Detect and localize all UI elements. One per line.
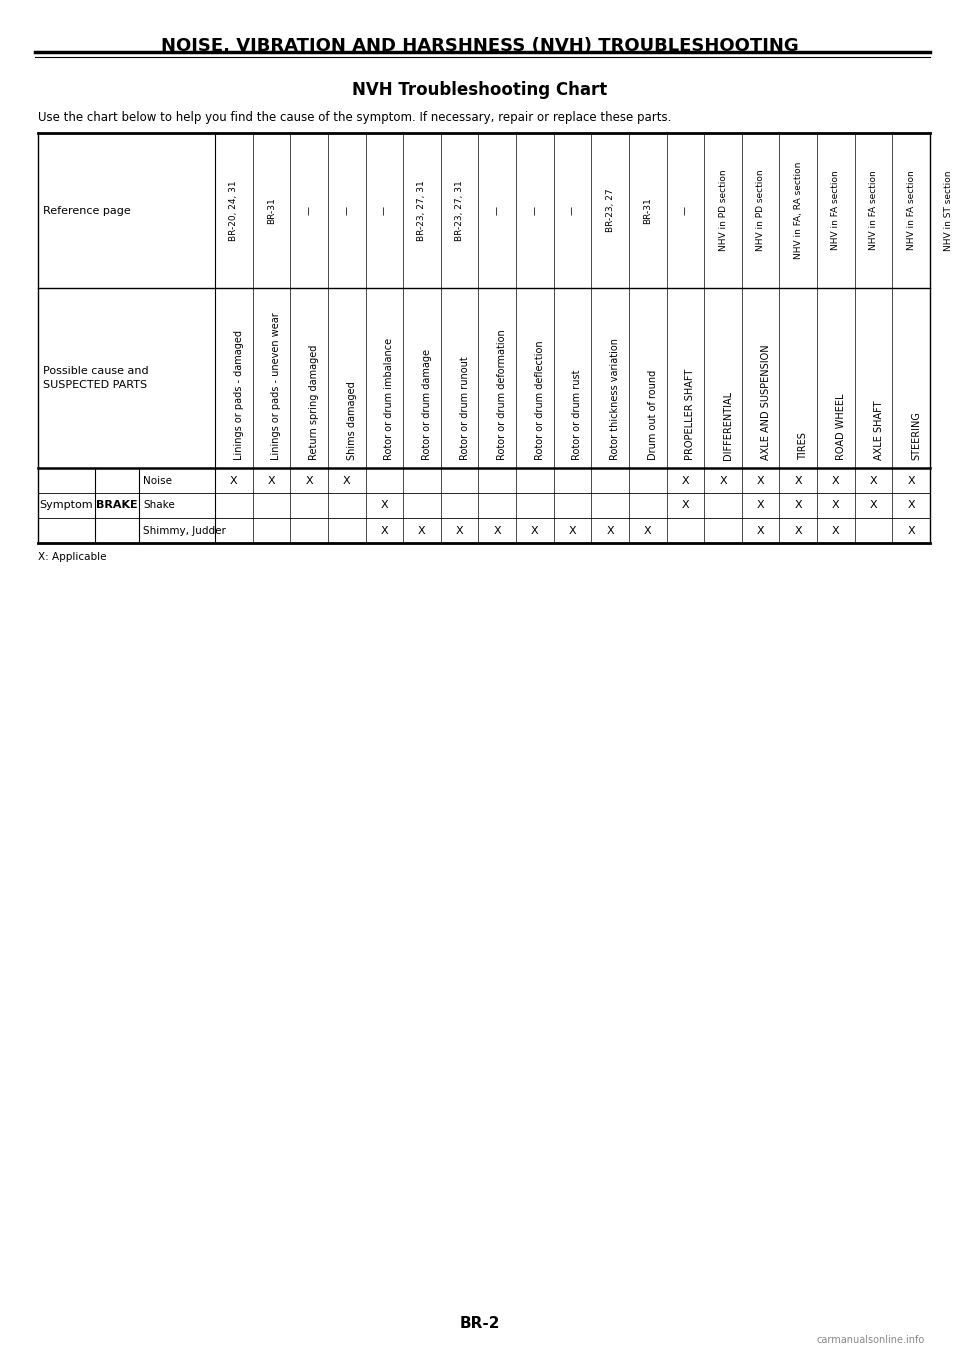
Text: —: —	[380, 206, 389, 215]
Text: NHV in PD section: NHV in PD section	[718, 170, 728, 251]
Text: Rotor or drum deformation: Rotor or drum deformation	[497, 329, 507, 460]
Text: X: X	[795, 475, 803, 486]
Text: Linings or pads - damaged: Linings or pads - damaged	[234, 330, 244, 460]
Text: NHV in ST section: NHV in ST section	[945, 170, 953, 251]
Text: Rotor or drum rust: Rotor or drum rust	[572, 369, 583, 460]
Text: STEERING: STEERING	[911, 411, 922, 460]
Text: Shimmy, Judder: Shimmy, Judder	[143, 526, 226, 535]
Text: NHV in FA section: NHV in FA section	[869, 171, 878, 250]
Text: X: X	[644, 526, 652, 535]
Text: NHV in PD section: NHV in PD section	[756, 170, 765, 251]
Text: X: X	[493, 526, 501, 535]
Text: Rotor or drum imbalance: Rotor or drum imbalance	[384, 338, 395, 460]
Text: ROAD WHEEL: ROAD WHEEL	[836, 394, 846, 460]
Text: DIFFERENTIAL: DIFFERENTIAL	[723, 391, 733, 460]
Text: —: —	[568, 206, 577, 215]
Text: X: X	[832, 501, 840, 511]
Text: NHV in FA, RA section: NHV in FA, RA section	[794, 162, 803, 259]
Text: X: X	[268, 475, 276, 486]
Text: X: X	[719, 475, 727, 486]
Text: —: —	[492, 206, 502, 215]
Text: —: —	[342, 206, 351, 215]
Text: carmanualsonline.info: carmanualsonline.info	[817, 1335, 925, 1344]
Text: X: X	[531, 526, 539, 535]
Text: Rotor or drum runout: Rotor or drum runout	[460, 356, 469, 460]
Text: X: X	[832, 526, 840, 535]
Text: NHV in FA section: NHV in FA section	[906, 171, 916, 250]
Text: NHV in FA section: NHV in FA section	[831, 171, 840, 250]
Text: BRAKE: BRAKE	[96, 501, 138, 511]
Text: X: X	[380, 526, 388, 535]
Text: Reference page: Reference page	[43, 205, 131, 216]
Text: TIRES: TIRES	[799, 432, 808, 460]
Text: Rotor or drum damage: Rotor or drum damage	[422, 349, 432, 460]
Text: BR-23, 27: BR-23, 27	[606, 189, 614, 232]
Text: Drum out of round: Drum out of round	[648, 369, 658, 460]
Text: Return spring damaged: Return spring damaged	[309, 345, 319, 460]
Text: NOISE, VIBRATION AND HARSHNESS (NVH) TROUBLESHOOTING: NOISE, VIBRATION AND HARSHNESS (NVH) TRO…	[161, 37, 799, 56]
Text: X: X	[907, 526, 915, 535]
Text: X: X	[907, 475, 915, 486]
Text: X: X	[419, 526, 426, 535]
Text: —: —	[304, 206, 314, 215]
Text: SUSPECTED PARTS: SUSPECTED PARTS	[43, 380, 147, 390]
Text: —: —	[530, 206, 540, 215]
Text: X: X	[230, 475, 238, 486]
Text: NVH Troubleshooting Chart: NVH Troubleshooting Chart	[352, 81, 608, 99]
Text: —: —	[681, 206, 690, 215]
Text: X: X	[756, 501, 764, 511]
Text: X: X	[682, 475, 689, 486]
Text: X: Applicable: X: Applicable	[38, 551, 107, 562]
Text: X: X	[756, 475, 764, 486]
Text: AXLE AND SUSPENSION: AXLE AND SUSPENSION	[760, 345, 771, 460]
Text: X: X	[870, 501, 877, 511]
Text: X: X	[832, 475, 840, 486]
Text: X: X	[568, 526, 576, 535]
Text: X: X	[456, 526, 464, 535]
Text: X: X	[870, 475, 877, 486]
Text: Possible cause and: Possible cause and	[43, 367, 149, 376]
Text: BR-31: BR-31	[267, 197, 276, 224]
Text: X: X	[607, 526, 614, 535]
Text: BR-20, 24, 31: BR-20, 24, 31	[229, 181, 238, 240]
Text: Linings or pads - uneven wear: Linings or pads - uneven wear	[272, 312, 281, 460]
Text: X: X	[795, 501, 803, 511]
Text: AXLE SHAFT: AXLE SHAFT	[874, 401, 883, 460]
Text: BR-2: BR-2	[460, 1316, 500, 1331]
Text: BR-23, 27, 31: BR-23, 27, 31	[455, 181, 464, 240]
Text: X: X	[795, 526, 803, 535]
Text: X: X	[343, 475, 350, 486]
Text: BR-23, 27, 31: BR-23, 27, 31	[418, 181, 426, 240]
Text: X: X	[907, 501, 915, 511]
Text: PROPELLER SHAFT: PROPELLER SHAFT	[685, 369, 695, 460]
Text: BR-31: BR-31	[643, 197, 652, 224]
Text: Use the chart below to help you find the cause of the symptom. If necessary, rep: Use the chart below to help you find the…	[38, 111, 671, 125]
Text: Shake: Shake	[143, 501, 175, 511]
Text: Symptom: Symptom	[39, 501, 93, 511]
Text: Shims damaged: Shims damaged	[347, 382, 357, 460]
Text: X: X	[756, 526, 764, 535]
Text: Rotor or drum deflection: Rotor or drum deflection	[535, 341, 545, 460]
Text: X: X	[380, 501, 388, 511]
Text: Rotor thickness variation: Rotor thickness variation	[611, 338, 620, 460]
Text: X: X	[305, 475, 313, 486]
Text: Noise: Noise	[143, 475, 172, 486]
Text: X: X	[682, 501, 689, 511]
